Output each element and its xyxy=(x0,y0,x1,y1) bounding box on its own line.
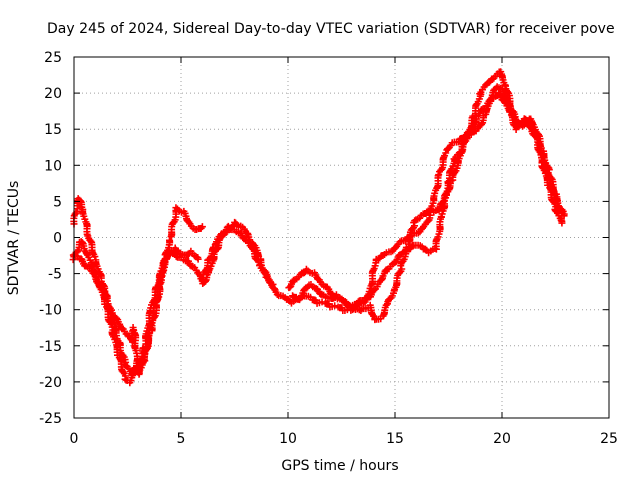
y-axis-label: SDTVAR / TECUs xyxy=(6,181,22,296)
x-axis-label: GPS time / hours xyxy=(281,458,398,474)
data-point xyxy=(318,298,326,306)
x-tick-label: 15 xyxy=(386,431,404,447)
data-point xyxy=(273,291,281,299)
y-tick-label: -15 xyxy=(39,339,62,355)
series-track-3 xyxy=(69,222,277,379)
x-tick-label: 5 xyxy=(177,431,186,447)
data-point xyxy=(198,223,206,231)
series-track-6 xyxy=(289,83,566,324)
data-point xyxy=(210,250,218,258)
data-point xyxy=(331,302,339,310)
data-marks xyxy=(69,68,568,387)
data-point xyxy=(382,301,390,309)
y-tick-label: -5 xyxy=(48,267,62,283)
grid xyxy=(74,57,609,418)
y-tick-label: 15 xyxy=(44,122,62,138)
data-point xyxy=(166,236,174,244)
series-track-1 xyxy=(70,195,206,378)
y-tick-label: -25 xyxy=(39,411,62,427)
data-point xyxy=(83,250,91,258)
y-tick-label: -20 xyxy=(39,375,62,391)
data-point xyxy=(558,212,566,220)
y-tick-label: -10 xyxy=(39,303,62,319)
x-tick-label: 20 xyxy=(493,431,511,447)
data-point xyxy=(137,356,145,364)
data-point xyxy=(205,266,213,274)
y-tick-label: 0 xyxy=(53,231,62,247)
data-point xyxy=(91,253,99,261)
data-point xyxy=(172,204,180,212)
x-tick-label: 10 xyxy=(279,431,297,447)
y-tick-label: 5 xyxy=(53,194,62,210)
data-point xyxy=(547,174,555,182)
data-point xyxy=(505,101,513,109)
x-tick-label: 0 xyxy=(70,431,79,447)
data-point xyxy=(558,219,566,227)
y-tick-label: 10 xyxy=(44,158,62,174)
data-point xyxy=(194,255,202,263)
x-tick-label: 25 xyxy=(600,431,618,447)
y-tick-label: 20 xyxy=(44,86,62,102)
axes: 0 5 10 15 20 25 25 20 15 10 5 0 -5 -10 -15 -20 -25 xyxy=(39,50,618,447)
data-point xyxy=(261,267,269,275)
chart-title: Day 245 of 2024, Sidereal Day-to-day VTE… xyxy=(47,21,615,37)
y-tick-label: 25 xyxy=(44,50,62,66)
